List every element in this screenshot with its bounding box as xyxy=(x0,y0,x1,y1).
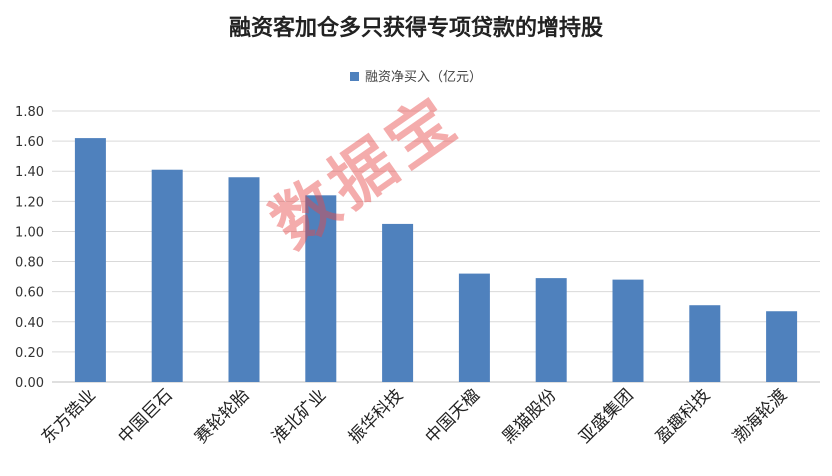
bar xyxy=(766,311,798,382)
bar xyxy=(228,177,260,382)
y-tick-label: 1.00 xyxy=(15,225,44,240)
bar xyxy=(382,223,414,382)
y-tick-label: 0.20 xyxy=(15,346,44,361)
bar xyxy=(689,305,721,382)
y-tick-label: 1.60 xyxy=(15,135,44,150)
bar xyxy=(458,273,490,382)
y-tick-label: 1.80 xyxy=(15,105,44,120)
legend-swatch xyxy=(349,72,359,81)
x-tick-label: 中国巨石 xyxy=(115,385,177,447)
x-tick-label: 渤海轮渡 xyxy=(729,385,791,447)
x-tick-label: 中国天楹 xyxy=(422,385,484,447)
y-tick-label: 1.40 xyxy=(15,165,44,180)
legend-label: 融资净买入（亿元） xyxy=(364,70,482,85)
x-tick-label: 亚盛集团 xyxy=(575,385,637,447)
x-tick-label: 东方锆业 xyxy=(38,385,100,447)
y-tick-label: 0.80 xyxy=(15,256,44,271)
x-tick-label: 淮北矿业 xyxy=(268,385,330,447)
y-tick-label: 1.20 xyxy=(15,195,44,210)
bar xyxy=(305,195,337,382)
chart-title: 融资客加仓多只获得专项贷款的增持股 xyxy=(228,16,603,41)
bar xyxy=(535,278,567,382)
y-tick-label: 0.60 xyxy=(15,286,44,301)
bar xyxy=(74,138,106,382)
y-tick-label: 0.40 xyxy=(15,316,44,331)
legend: 融资净买入（亿元） xyxy=(0,66,832,85)
bar xyxy=(151,169,183,382)
x-tick-label: 赛轮轮胎 xyxy=(191,385,254,448)
y-tick-label: 0.00 xyxy=(15,376,44,391)
x-tick-label: 盈趣科技 xyxy=(652,385,714,447)
bar xyxy=(612,279,644,382)
x-tick-label: 振华科技 xyxy=(345,385,407,447)
x-tick-label: 黑猫股份 xyxy=(499,385,561,447)
